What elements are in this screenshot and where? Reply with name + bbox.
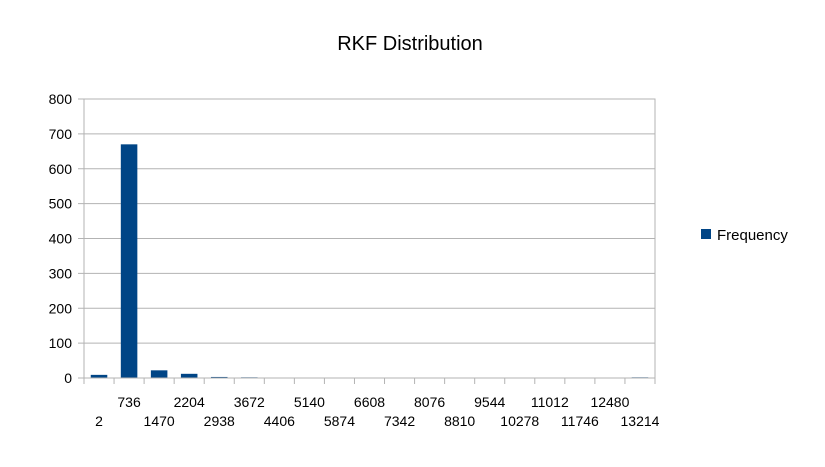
gridlines (78, 98, 655, 379)
y-tick-label: 600 (49, 161, 73, 177)
y-tick-label: 500 (49, 196, 73, 212)
x-tick-label-736: 736 (117, 394, 141, 410)
chart-title: RKF Distribution (337, 33, 483, 55)
x-tick-label-1470: 1470 (144, 413, 175, 429)
legend: Frequency (701, 227, 788, 244)
x-tick-label-2938: 2938 (204, 413, 235, 429)
y-tick-label: 300 (49, 265, 73, 281)
x-tick-label-13214: 13214 (621, 413, 660, 429)
x-tick-label-2204: 2204 (174, 394, 205, 410)
x-tick-label-4406: 4406 (264, 413, 295, 429)
legend-label-frequency: Frequency (717, 227, 788, 244)
bar-1470 (150, 370, 168, 378)
x-tick-label-3672: 3672 (234, 394, 265, 410)
y-tick-label: 700 (49, 126, 73, 142)
y-tick-label: 100 (49, 335, 73, 351)
x-tick-label-12480: 12480 (590, 394, 629, 410)
x-tick-label-7342: 7342 (384, 413, 415, 429)
x-tick-label-8810: 8810 (444, 413, 475, 429)
x-tick-label-11012: 11012 (531, 394, 569, 410)
y-tick-label: 0 (64, 370, 72, 386)
bar-2204 (180, 373, 198, 378)
legend-swatch-frequency (701, 229, 711, 239)
x-tick-label-2: 2 (95, 413, 103, 429)
y-tick-label: 200 (49, 300, 73, 316)
x-tick-label-8076: 8076 (414, 394, 445, 410)
y-tick-label: 800 (49, 91, 73, 107)
x-tick-label-5140: 5140 (294, 394, 325, 410)
bar-736 (120, 144, 138, 378)
plot-area-border (83, 98, 656, 379)
x-tick-label-11746: 11746 (561, 413, 599, 429)
x-tick-label-10278: 10278 (500, 413, 539, 429)
bar-2938 (210, 376, 228, 378)
x-tick-label-5874: 5874 (324, 413, 355, 429)
bar-2 (90, 374, 108, 378)
y-tick-label: 400 (49, 231, 73, 247)
y-axis-ticks: 0 100 200 300 400 500 600 700 800 (49, 91, 73, 386)
x-tick-label-6608: 6608 (354, 394, 385, 410)
x-tick-label-9544: 9544 (474, 394, 505, 410)
